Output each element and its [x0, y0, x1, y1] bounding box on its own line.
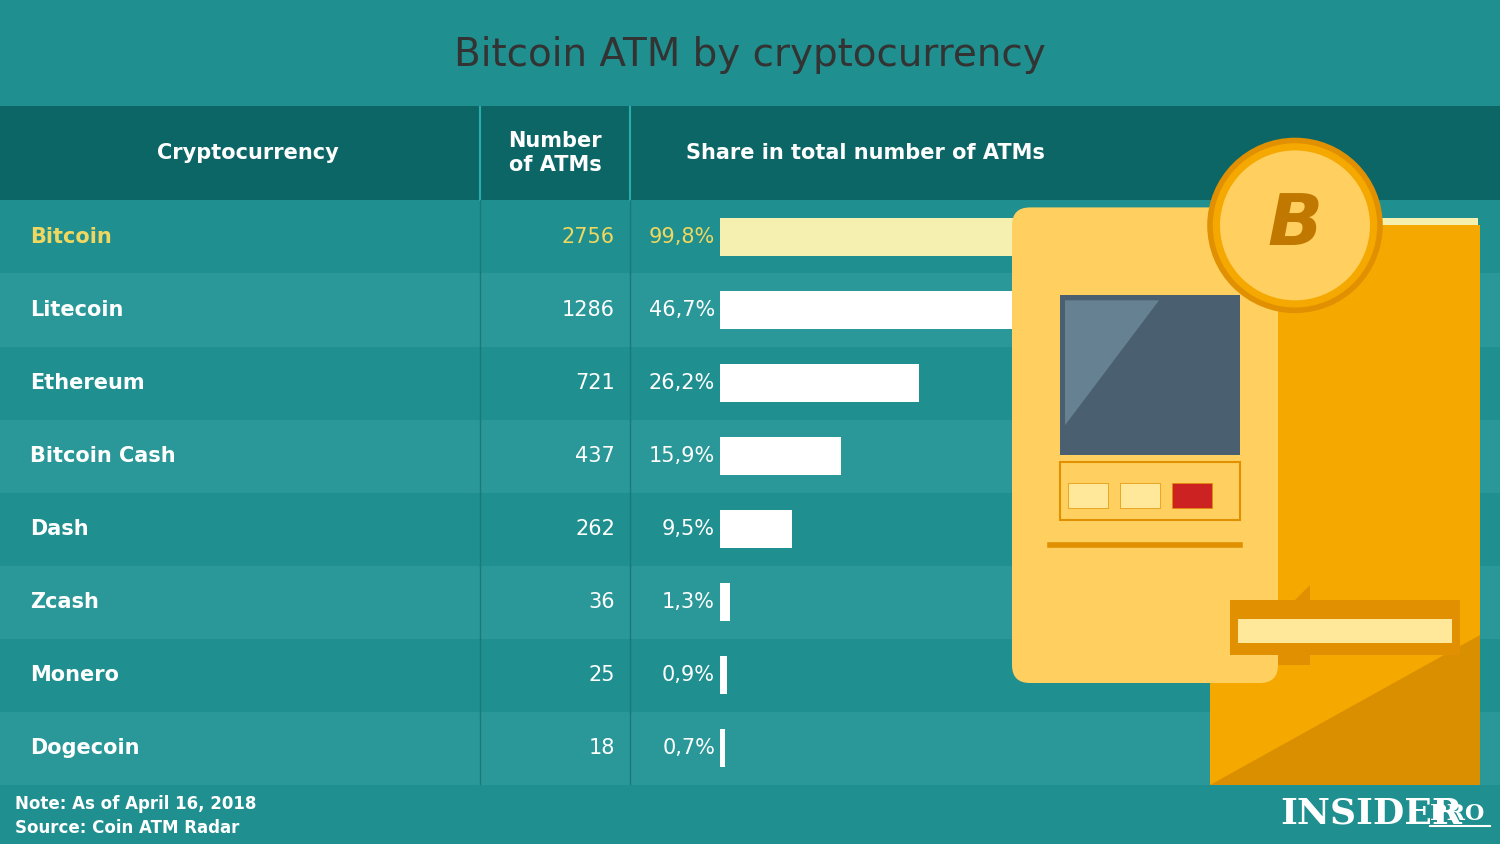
- Bar: [1230, 600, 1460, 655]
- Bar: [0, 493, 1500, 565]
- Text: 2756: 2756: [562, 227, 615, 247]
- Bar: [0, 273, 1500, 347]
- Bar: [720, 437, 842, 475]
- Text: Litecoin: Litecoin: [30, 300, 123, 320]
- Bar: [0, 565, 1500, 639]
- Bar: [1120, 483, 1160, 508]
- Text: 25: 25: [588, 665, 615, 685]
- Text: Share in total number of ATMs: Share in total number of ATMs: [686, 143, 1044, 163]
- Text: 721: 721: [576, 373, 615, 393]
- Text: Bitcoin ATM by cryptocurrency: Bitcoin ATM by cryptocurrency: [454, 35, 1046, 74]
- Text: Dash: Dash: [30, 519, 88, 539]
- Bar: [0, 106, 1500, 200]
- Text: 15,9%: 15,9%: [648, 446, 716, 466]
- Bar: [0, 200, 1500, 273]
- Text: 26,2%: 26,2%: [648, 373, 716, 393]
- Text: $: $: [1284, 209, 1302, 234]
- Bar: [1172, 483, 1212, 508]
- Text: Cryptocurrency: Cryptocurrency: [156, 143, 339, 163]
- Polygon shape: [1065, 300, 1160, 425]
- Text: Bitcoin: Bitcoin: [30, 227, 111, 247]
- Text: 0,9%: 0,9%: [662, 665, 716, 685]
- Bar: [720, 511, 792, 549]
- Text: Bitcoin Cash: Bitcoin Cash: [30, 446, 176, 466]
- Text: Ethereum: Ethereum: [30, 373, 144, 393]
- FancyBboxPatch shape: [1013, 208, 1278, 683]
- Text: 99,8%: 99,8%: [648, 227, 716, 247]
- Text: Zcash: Zcash: [30, 592, 99, 612]
- Text: 36: 36: [588, 592, 615, 612]
- Text: 46,7%: 46,7%: [648, 300, 716, 320]
- Circle shape: [1210, 140, 1380, 311]
- Bar: [720, 291, 1076, 329]
- Text: Monero: Monero: [30, 665, 118, 685]
- Bar: [1068, 483, 1108, 508]
- Text: 18: 18: [588, 738, 615, 759]
- Bar: [0, 639, 1500, 711]
- Circle shape: [1220, 150, 1370, 300]
- Polygon shape: [1230, 585, 1310, 665]
- Text: 262: 262: [574, 519, 615, 539]
- Text: INSIDER: INSIDER: [1280, 797, 1462, 831]
- Bar: [1210, 225, 1480, 785]
- Bar: [720, 218, 1479, 256]
- Text: 437: 437: [576, 446, 615, 466]
- Bar: [720, 657, 728, 695]
- Text: B: B: [1268, 191, 1323, 260]
- Text: Note: As of April 16, 2018: Note: As of April 16, 2018: [15, 795, 256, 813]
- Text: 9,5%: 9,5%: [662, 519, 716, 539]
- Text: Number
of ATMs: Number of ATMs: [509, 131, 602, 176]
- Bar: [0, 347, 1500, 419]
- Bar: [720, 729, 726, 767]
- Bar: [720, 583, 730, 621]
- Text: 0,7%: 0,7%: [662, 738, 716, 759]
- Text: 1,3%: 1,3%: [662, 592, 716, 612]
- Text: Source: Coin ATM Radar: Source: Coin ATM Radar: [15, 819, 240, 837]
- Bar: [1060, 295, 1240, 455]
- Bar: [720, 364, 920, 402]
- Bar: [0, 419, 1500, 493]
- Polygon shape: [1210, 635, 1480, 785]
- Bar: [1060, 463, 1240, 520]
- Text: Dogecoin: Dogecoin: [30, 738, 140, 759]
- Bar: [0, 711, 1500, 785]
- Bar: [1238, 619, 1452, 643]
- Text: PRO: PRO: [1430, 803, 1485, 825]
- Bar: [1276, 191, 1312, 230]
- Text: 1286: 1286: [562, 300, 615, 320]
